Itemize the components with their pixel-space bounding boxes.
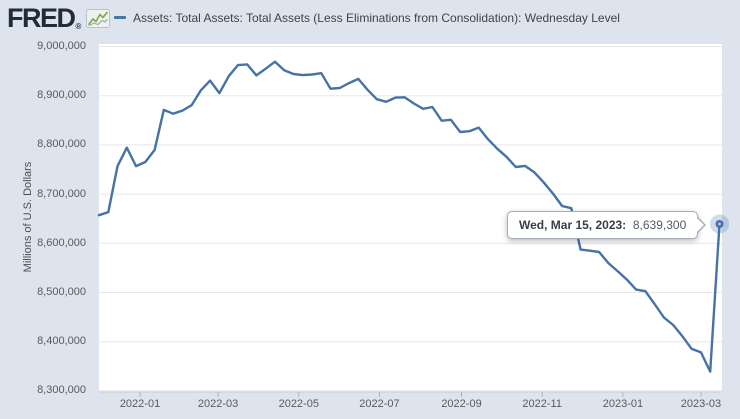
y-axis-label: 8,400,000 [37,335,86,348]
series-line [97,60,721,373]
x-axis-label: 2023-03 [680,398,722,410]
data-point-marker-center [718,222,721,226]
tooltip: Wed, Mar 15, 2023: 8,639,300 [507,211,707,239]
y-axis-label: 9,000,000 [37,40,86,52]
x-axis-label: 2022-01 [119,398,161,410]
x-axis-label: 2022-11 [522,398,562,410]
fred-logo[interactable]: FRED® [7,3,82,33]
registered-mark: ® [75,22,82,31]
y-axis-label: 8,700,000 [37,187,86,200]
series-title: Assets: Total Assets: Total Assets (Less… [133,11,620,25]
y-axis-label: 8,300,000 [37,384,86,397]
y-axis-label: 8,500,000 [37,286,86,298]
x-axis-label: 2022-07 [359,398,400,410]
tooltip-date: Wed, Mar 15, 2023: [519,218,627,232]
chart-header: FRED® Assets: Total Assets: Total Assets… [0,0,740,36]
y-axis-label: 8,800,000 [37,138,86,151]
y-axis-label: 8,600,000 [37,236,86,249]
x-axis-label: 2023-01 [602,398,644,410]
x-axis-label: 2022-05 [278,398,319,410]
x-axis-label: 2022-03 [197,398,239,410]
series-legend-dash [114,16,126,19]
y-axis-label: 8,900,000 [37,89,86,102]
x-axis-label: 2022-09 [441,398,482,410]
fred-logo-chart-icon [86,9,110,33]
tooltip-value: 8,639,300 [632,218,687,232]
